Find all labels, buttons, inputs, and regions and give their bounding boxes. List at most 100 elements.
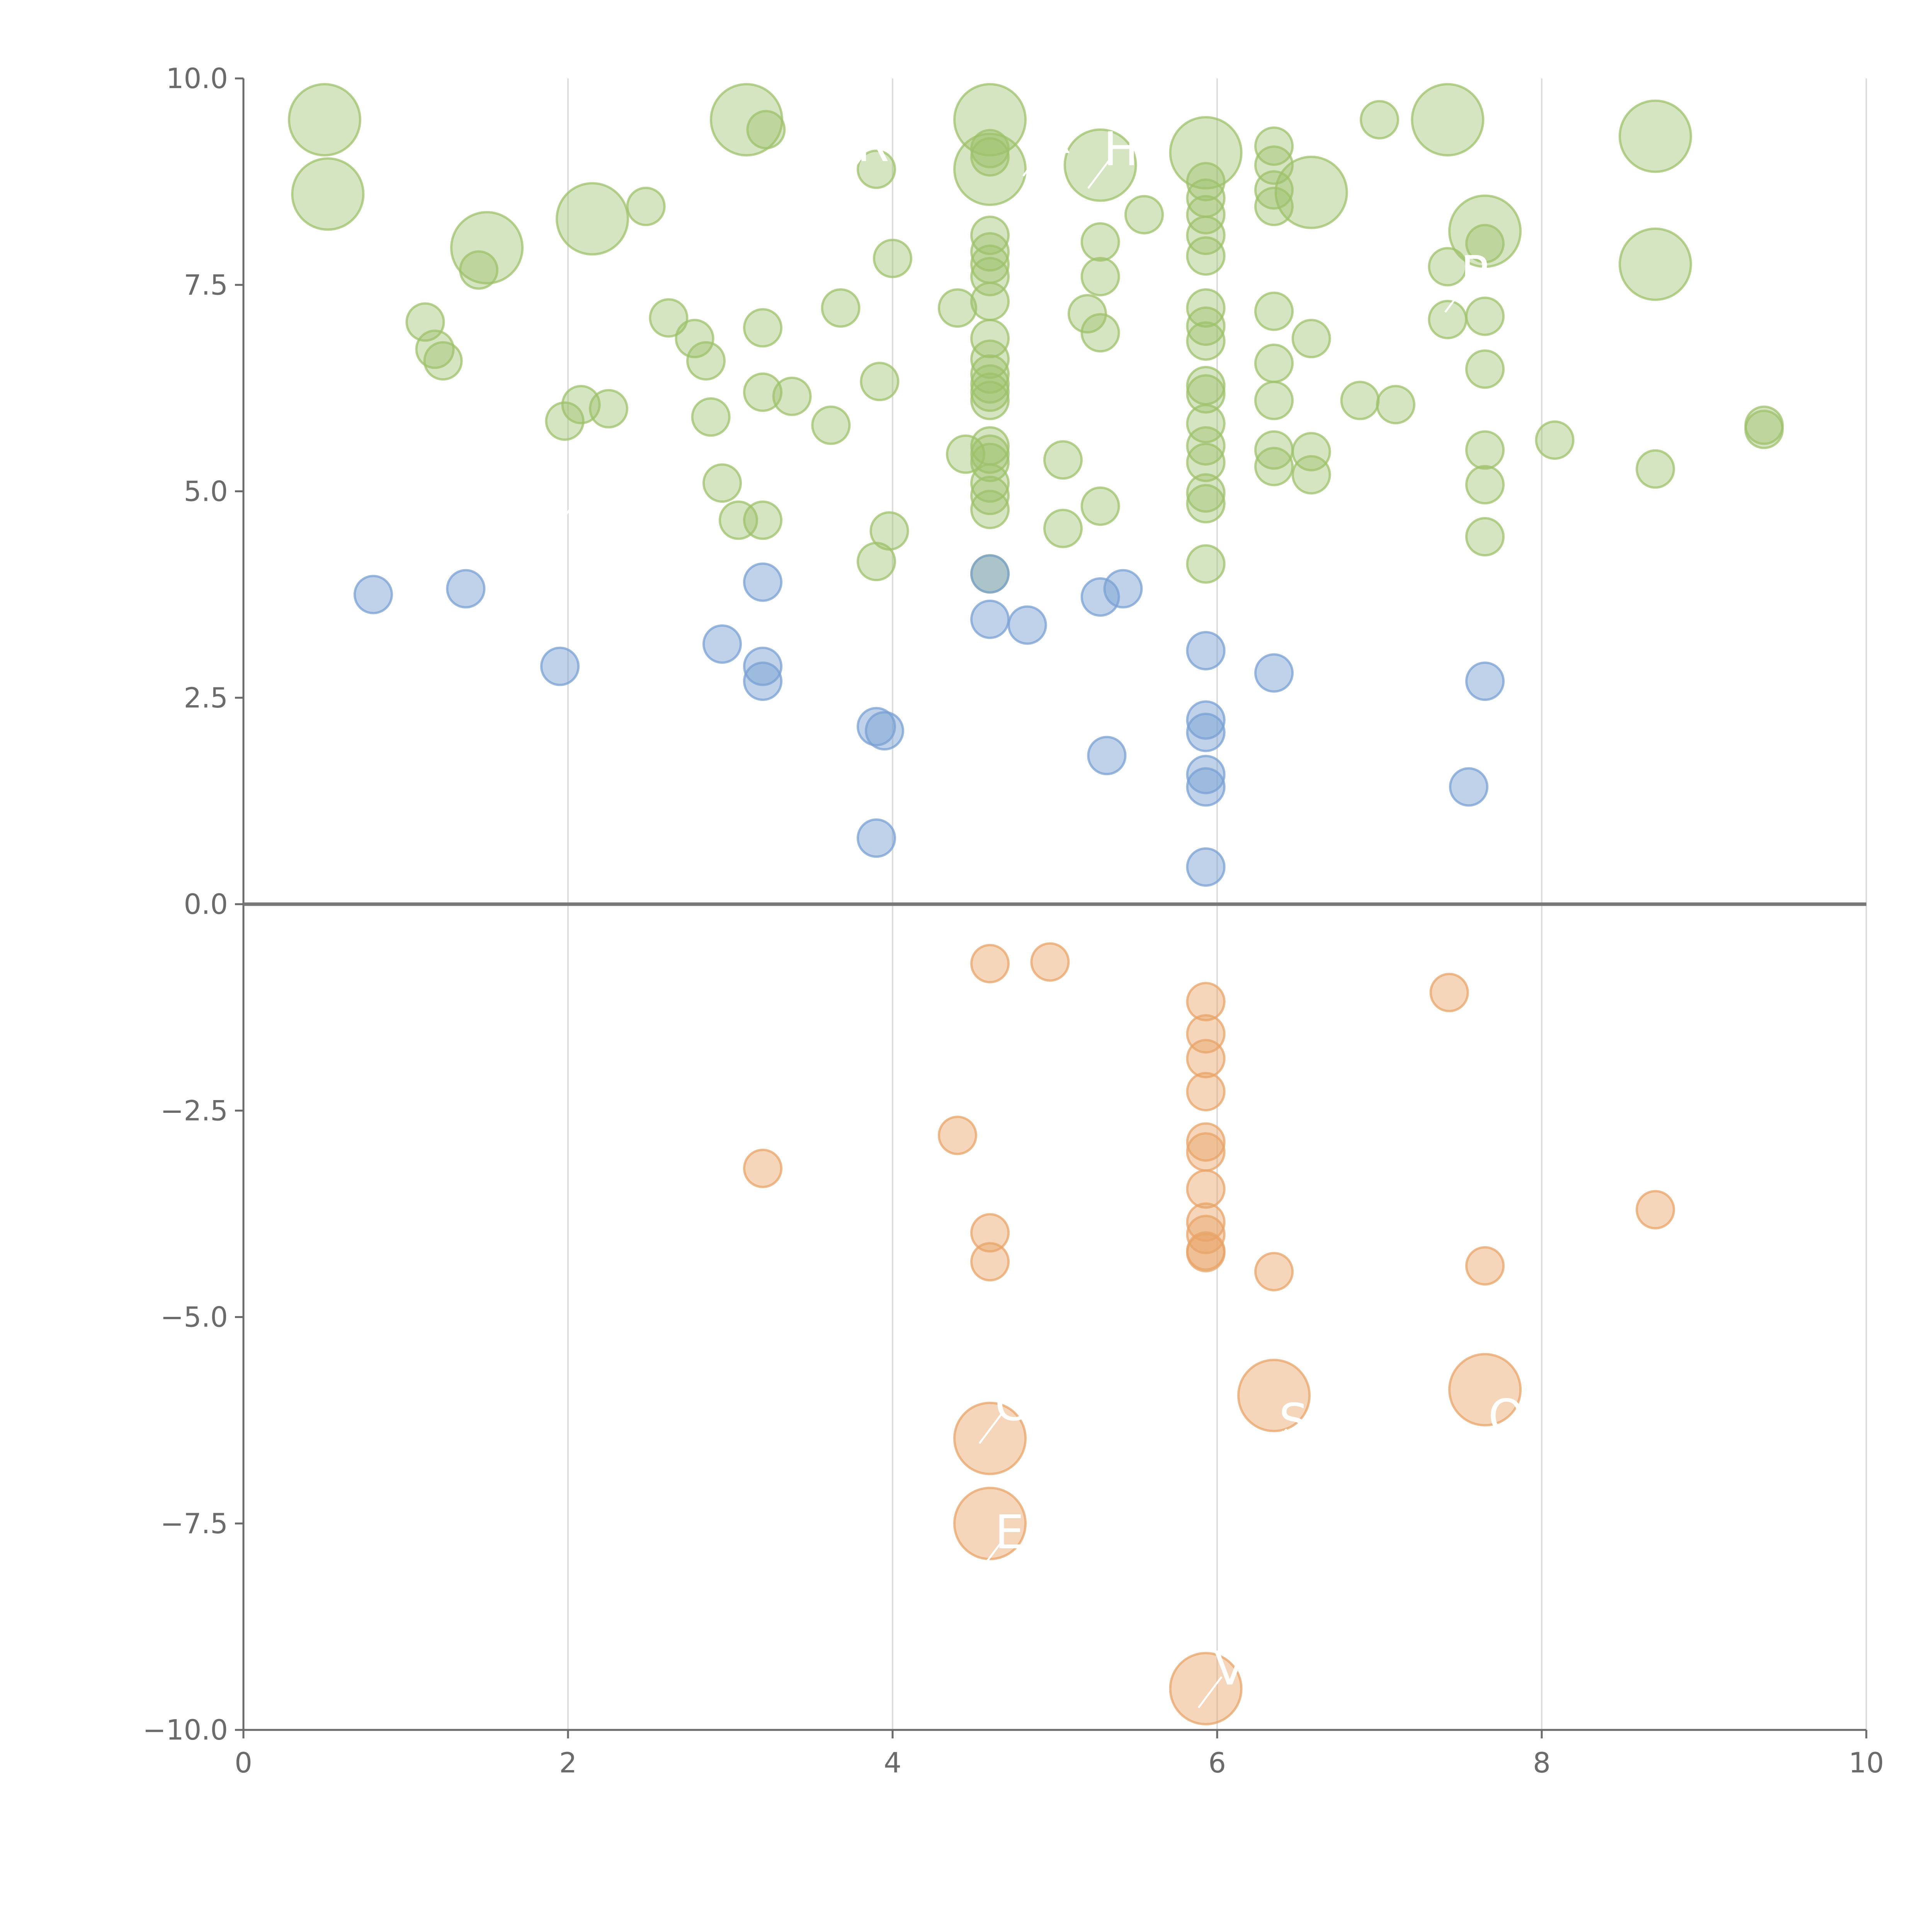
annotation-label-7: S — [1279, 1394, 1308, 1448]
point-series2-12 — [1186, 1202, 1226, 1242]
point-series0-2 — [450, 211, 524, 285]
point-series0-100 — [1376, 385, 1415, 425]
point-series0-5 — [746, 110, 786, 150]
point-series0-34 — [821, 288, 861, 328]
x-tick-label-2: 4 — [884, 1747, 901, 1779]
point-series0-101 — [1428, 247, 1468, 287]
point-series0-66 — [1080, 257, 1120, 296]
annotations: P R R HC P C E S O V — [568, 110, 1525, 1696]
axis-ticks: 10.0 7.5 5.0 2.5 0.0 −2.5 −5.0 −7.5 −10.00 2 4 6 8 10 — [143, 62, 1884, 1779]
y-tick-label-0: 10.0 — [166, 62, 228, 95]
point-series0-53 — [970, 372, 1010, 412]
annotation-label-6: E — [995, 1506, 1024, 1560]
point-series0-43 — [970, 137, 1010, 177]
point-series0-99 — [1360, 100, 1399, 139]
x-tick-label-4: 8 — [1533, 1747, 1551, 1779]
point-series0-18 — [459, 250, 498, 290]
y-tick-label-3: 2.5 — [184, 682, 228, 714]
annotation-leader-6 — [978, 1540, 1003, 1572]
annotation-leaders — [552, 144, 1497, 1708]
point-series1-9 — [857, 818, 896, 858]
y-tick-label-4: 0.0 — [184, 888, 228, 920]
point-series1-14 — [1103, 569, 1143, 609]
point-series0-1 — [291, 157, 365, 231]
point-series0-76 — [1186, 306, 1226, 346]
point-series0-107 — [1465, 465, 1505, 505]
annotation-leader-2 — [1022, 144, 1047, 177]
y-tick-label-1: 7.5 — [184, 269, 228, 301]
point-series0-69 — [1124, 195, 1164, 235]
point-series1-23 — [1449, 767, 1488, 807]
point-series1-2 — [540, 646, 580, 686]
point-series0-104 — [1465, 296, 1505, 336]
annotation-leader-4 — [1444, 281, 1469, 313]
point-series0-31 — [743, 372, 782, 412]
point-series0-54 — [970, 381, 1010, 420]
point-series0-0 — [288, 83, 361, 156]
point-series0-11 — [1411, 83, 1485, 156]
point-series2-2 — [1429, 973, 1469, 1012]
annotation-leader-1 — [840, 153, 866, 185]
point-series0-90 — [1254, 291, 1294, 331]
point-series1-0 — [354, 575, 393, 614]
point-series1-4 — [743, 562, 782, 602]
point-series0-83 — [1186, 473, 1226, 513]
point-series0-24 — [675, 319, 714, 359]
point-series0-13 — [1619, 99, 1692, 173]
point-series0-74 — [1186, 236, 1226, 276]
annotation-label-4: P — [1461, 247, 1488, 300]
point-series2-20 — [1636, 1190, 1675, 1230]
point-series0-49 — [970, 319, 1010, 359]
point-series0-67 — [1080, 313, 1120, 353]
point-series0-48 — [970, 281, 1010, 321]
annotation-label-5: C — [995, 1378, 1027, 1432]
point-series0-64 — [1068, 294, 1107, 334]
point-series1-19 — [1186, 755, 1226, 794]
point-series0-82 — [1186, 442, 1226, 482]
point-series0-56 — [970, 434, 1010, 474]
point-series1-5 — [743, 646, 782, 686]
point-series2-6 — [1186, 1072, 1226, 1112]
point-series1-24 — [1465, 662, 1505, 701]
x-tick-label-3: 6 — [1208, 1747, 1226, 1779]
point-series2-5 — [1186, 1039, 1226, 1078]
point-series2-0 — [970, 944, 1010, 983]
point-series1-22 — [1254, 653, 1294, 693]
point-series0-9 — [1169, 116, 1243, 190]
point-series2-21 — [953, 1401, 1027, 1475]
axes — [242, 78, 1866, 1731]
annotation-label-3: HC — [1104, 122, 1171, 176]
point-series0-57 — [970, 442, 1010, 482]
point-series0-23 — [649, 298, 689, 338]
point-series0-108 — [1465, 517, 1505, 557]
point-series0-44 — [970, 216, 1010, 255]
point-series0-109 — [1535, 420, 1575, 460]
point-series0-98 — [1340, 381, 1380, 420]
y-tick-label-8: −10.0 — [143, 1714, 228, 1746]
point-series0-91 — [1254, 344, 1294, 383]
point-series0-73 — [1186, 216, 1226, 255]
point-series0-94 — [1254, 447, 1294, 486]
point-series1-20 — [1186, 767, 1226, 807]
point-series0-10 — [1274, 155, 1348, 229]
point-series0-19 — [545, 401, 585, 441]
point-series0-92 — [1254, 381, 1294, 420]
point-series0-105 — [1465, 349, 1505, 389]
point-series2-25 — [1169, 1652, 1243, 1726]
point-series0-26 — [691, 397, 731, 437]
point-series2-9 — [1186, 1122, 1226, 1162]
point-series0-95 — [1291, 319, 1331, 359]
annotation-leader-8 — [1472, 1424, 1497, 1457]
y-tick-label-7: −7.5 — [160, 1507, 228, 1540]
point-series0-96 — [1291, 432, 1331, 471]
point-series0-17 — [423, 341, 463, 381]
point-series0-29 — [743, 500, 782, 540]
point-series0-85 — [1186, 544, 1226, 584]
annotation-label-0: P — [568, 467, 596, 521]
point-series2-1 — [1030, 942, 1070, 982]
point-series0-52 — [970, 364, 1010, 404]
point-series0-42 — [970, 129, 1010, 168]
point-series2-3 — [1186, 982, 1226, 1022]
point-series0-70 — [1186, 162, 1226, 202]
